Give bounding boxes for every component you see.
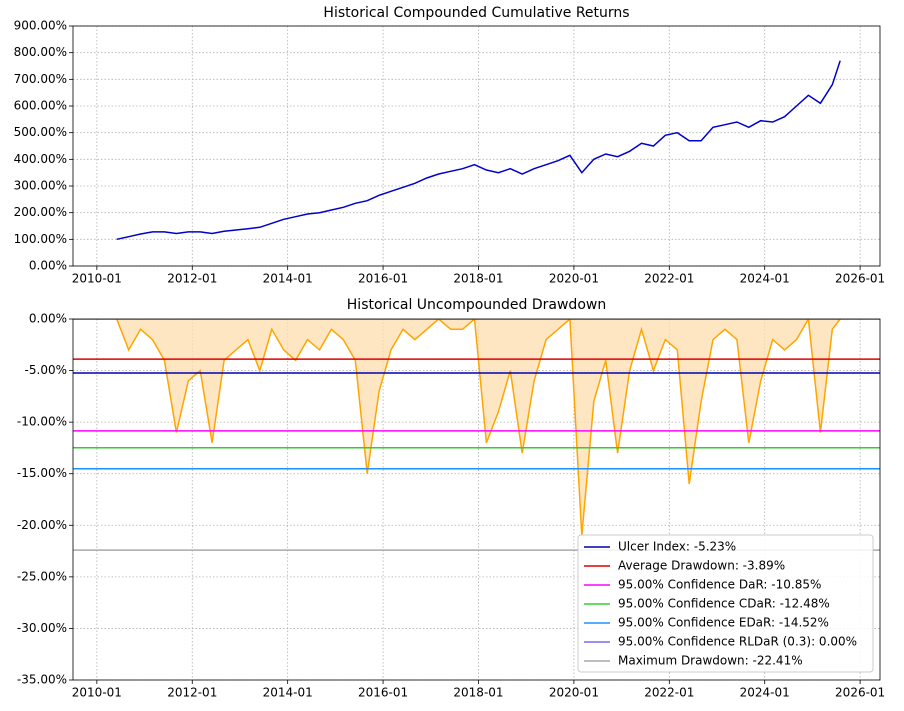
y-tick-label: -30.00% <box>17 621 67 635</box>
y-tick-label: 0.00% <box>29 312 67 326</box>
y-tick-label: 600.00% <box>14 99 67 113</box>
y-tick-label: -20.00% <box>17 518 67 532</box>
y-tick-label: 500.00% <box>14 125 67 139</box>
x-tick-label: 2024-01 <box>740 272 790 286</box>
legend-label: Maximum Drawdown: -22.41% <box>618 654 803 668</box>
x-tick-label: 2026-01 <box>835 686 885 700</box>
legend-label: 95.00% Confidence CDaR: -12.48% <box>618 597 830 611</box>
x-tick-label: 2018-01 <box>453 686 503 700</box>
x-tick-label: 2016-01 <box>358 272 408 286</box>
x-tick-label: 2018-01 <box>453 272 503 286</box>
x-tick-label: 2022-01 <box>644 272 694 286</box>
drawdown-line <box>116 319 841 536</box>
x-tick-label: 2022-01 <box>644 686 694 700</box>
y-tick-label: 100.00% <box>14 232 67 246</box>
y-tick-label: 200.00% <box>14 205 67 219</box>
y-tick-label: 400.00% <box>14 152 67 166</box>
x-tick-label: 2012-01 <box>167 686 217 700</box>
chart-title: Historical Uncompounded Drawdown <box>347 297 606 313</box>
y-tick-label: -10.00% <box>17 415 67 429</box>
chart-title: Historical Compounded Cumulative Returns <box>323 5 629 21</box>
x-tick-label: 2016-01 <box>358 686 408 700</box>
x-tick-label: 2014-01 <box>263 272 313 286</box>
legend: Ulcer Index: -5.23% Average Drawdown: -3.… <box>577 534 874 673</box>
y-tick-label: -35.00% <box>17 673 67 687</box>
y-tick-label: -5.00% <box>25 363 67 377</box>
x-tick-label: 2024-01 <box>740 686 790 700</box>
drawdown-area <box>116 319 841 536</box>
y-tick-label: 0.00% <box>29 259 67 273</box>
axes-frame <box>72 318 881 681</box>
axes-frame <box>72 25 881 267</box>
x-tick-label: 2026-01 <box>835 272 885 286</box>
x-tick-label: 2012-01 <box>167 272 217 286</box>
y-tick-label: -25.00% <box>17 569 67 583</box>
legend-label: 95.00% Confidence DaR: -10.85% <box>618 578 821 592</box>
x-tick-label: 2010-01 <box>72 686 122 700</box>
x-tick-label: 2010-01 <box>72 272 122 286</box>
x-tick-label: 2014-01 <box>263 686 313 700</box>
y-tick-label: 700.00% <box>14 72 67 86</box>
y-tick-label: -15.00% <box>17 466 67 480</box>
legend-label: Average Drawdown: -3.89% <box>618 559 785 573</box>
legend-label: Ulcer Index: -5.23% <box>618 540 736 554</box>
cumulative-line <box>116 60 841 241</box>
y-tick-label: 900.00% <box>14 19 67 33</box>
x-tick-label: 2020-01 <box>549 272 599 286</box>
plot-area <box>116 60 841 241</box>
y-tick-label: 800.00% <box>14 45 67 59</box>
x-tick-label: 2020-01 <box>549 686 599 700</box>
legend-label: 95.00% Confidence RLDaR (0.3): 0.00% <box>618 635 857 649</box>
y-tick-label: 300.00% <box>14 179 67 193</box>
legend-box <box>577 534 874 673</box>
plot-area <box>73 319 880 551</box>
legend-label: 95.00% Confidence EDaR: -14.52% <box>618 616 829 630</box>
